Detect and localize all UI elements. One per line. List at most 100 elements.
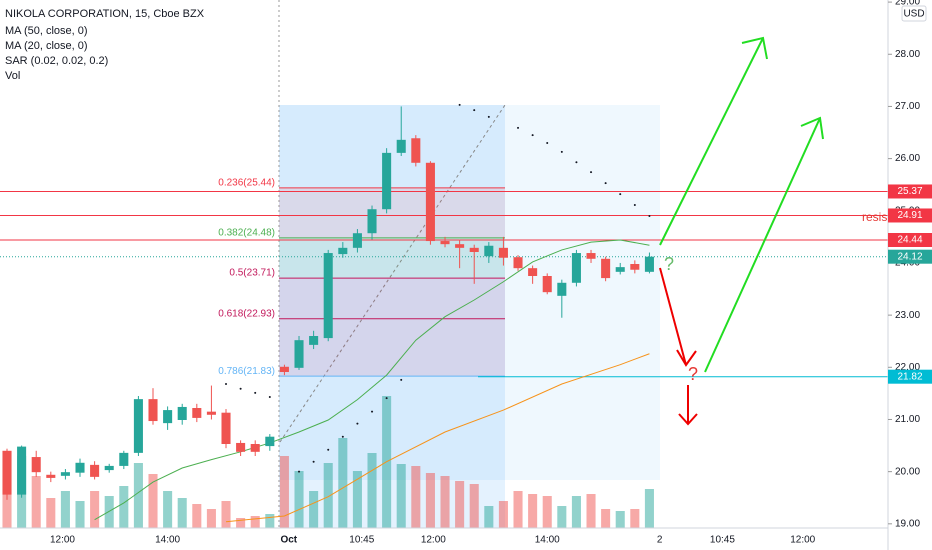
volume-bar bbox=[513, 491, 523, 528]
fib-label: 0.5(23.71) bbox=[229, 268, 275, 279]
candle-body bbox=[644, 256, 654, 272]
candle-body bbox=[601, 258, 611, 279]
fib-label: 0.618(22.93) bbox=[218, 308, 275, 319]
candle-body bbox=[148, 399, 158, 422]
legend: NIKOLA CORPORATION, 15, Cboe BZX MA (50,… bbox=[5, 8, 205, 82]
sar-dot bbox=[458, 103, 461, 106]
fib-trend bbox=[279, 104, 506, 443]
sar-dot bbox=[225, 383, 228, 385]
candle-body bbox=[513, 257, 523, 269]
legend-item: MA (50, close, 0) bbox=[5, 25, 88, 37]
arrow-up bbox=[704, 117, 821, 373]
candle-body bbox=[338, 247, 348, 255]
plot bbox=[0, 103, 888, 528]
volume-bar bbox=[528, 494, 538, 528]
moving-average bbox=[225, 353, 650, 523]
arrow-up bbox=[659, 37, 764, 246]
arrow-head bbox=[676, 349, 697, 367]
candle-body bbox=[163, 410, 173, 424]
volume-bar bbox=[498, 501, 508, 528]
x-tick-label: 12:00 bbox=[790, 535, 815, 546]
y-tick-label: 27.00 bbox=[895, 101, 920, 112]
x-tick-label: 12:00 bbox=[50, 535, 75, 546]
candle-body bbox=[75, 462, 85, 473]
volume-bar bbox=[46, 498, 56, 528]
candle-body bbox=[440, 241, 450, 245]
fib-label: 0.382(24.48) bbox=[218, 228, 275, 239]
drawings-back: 0.236(25.44) 0.382(24.48) 0.5(23.71) 0.618(… bbox=[218, 0, 660, 528]
legend-item: MA (20, close, 0) bbox=[5, 40, 88, 52]
fib-label: 0.236(25.44) bbox=[218, 177, 275, 188]
price-label: 21.82 bbox=[897, 371, 922, 382]
candle-body bbox=[396, 139, 406, 153]
price-label-bg bbox=[888, 208, 932, 223]
price-label-bg bbox=[888, 369, 932, 384]
fib-zone bbox=[279, 187, 505, 238]
price-label-bg bbox=[888, 184, 932, 199]
volume-bar bbox=[615, 511, 625, 528]
volume-bar bbox=[601, 509, 611, 528]
fib-zone bbox=[279, 318, 505, 377]
candle-body bbox=[2, 450, 12, 495]
sar-dot bbox=[298, 470, 301, 473]
arrow-head bbox=[741, 36, 768, 60]
volume-bar bbox=[323, 463, 333, 528]
sar-dot bbox=[268, 396, 271, 399]
y-tick-label: 22.00 bbox=[895, 362, 920, 373]
volume-bar bbox=[557, 506, 567, 528]
candle-body bbox=[615, 267, 625, 272]
volume-bar bbox=[294, 471, 304, 528]
candle-body bbox=[104, 465, 114, 471]
sar-dot bbox=[648, 215, 651, 217]
candle-body bbox=[46, 474, 56, 478]
candle-body bbox=[309, 336, 319, 345]
sar-dot bbox=[400, 378, 403, 381]
candle-body bbox=[221, 412, 231, 444]
volume-bar bbox=[411, 466, 421, 528]
candle-body bbox=[586, 253, 596, 259]
volume-bar bbox=[542, 496, 552, 528]
candle-body bbox=[90, 464, 100, 477]
x-tick-label: 12:00 bbox=[421, 535, 446, 546]
candle-body bbox=[528, 268, 538, 276]
sar-dot bbox=[604, 182, 607, 185]
arrow-head bbox=[800, 116, 824, 140]
fib-range bbox=[279, 105, 505, 528]
currency: USD bbox=[903, 9, 924, 20]
candle-body bbox=[542, 276, 552, 293]
candle-body bbox=[630, 264, 640, 270]
candle-body bbox=[484, 245, 494, 257]
sar-dot bbox=[327, 448, 330, 451]
fib-zone bbox=[279, 278, 505, 319]
y-tick-label: 20.00 bbox=[895, 466, 920, 477]
sar-dot bbox=[633, 204, 636, 207]
axes: 19.0020.0021.0022.0023.0024.0025.0026.00… bbox=[50, 0, 932, 546]
candle-body bbox=[279, 366, 289, 372]
candle-body bbox=[498, 247, 508, 258]
volume-bar bbox=[104, 496, 114, 528]
sar-dot bbox=[546, 141, 549, 144]
y-tick-label: 29.00 bbox=[895, 0, 920, 8]
price-label-bg bbox=[888, 233, 932, 247]
arrow-head bbox=[678, 413, 698, 426]
x-tick-label: Oct bbox=[280, 535, 297, 546]
candle-body bbox=[177, 406, 187, 420]
sar-dot bbox=[385, 397, 388, 400]
fib-label: 0.786(21.83) bbox=[218, 366, 275, 377]
volume-bar bbox=[177, 498, 187, 528]
candle-body bbox=[119, 452, 129, 466]
candle-body bbox=[250, 444, 260, 452]
candle-body bbox=[411, 138, 421, 163]
volume-bar bbox=[455, 481, 465, 528]
candle-body bbox=[323, 253, 333, 339]
volume-bar bbox=[396, 464, 406, 528]
candle-body bbox=[265, 436, 275, 447]
sar-dot bbox=[312, 460, 315, 463]
volume-bar bbox=[309, 491, 319, 528]
y-tick-label: 26.00 bbox=[895, 153, 920, 164]
sar-dot bbox=[560, 150, 563, 153]
sar-dot bbox=[239, 387, 242, 390]
sar-dot bbox=[619, 193, 622, 196]
